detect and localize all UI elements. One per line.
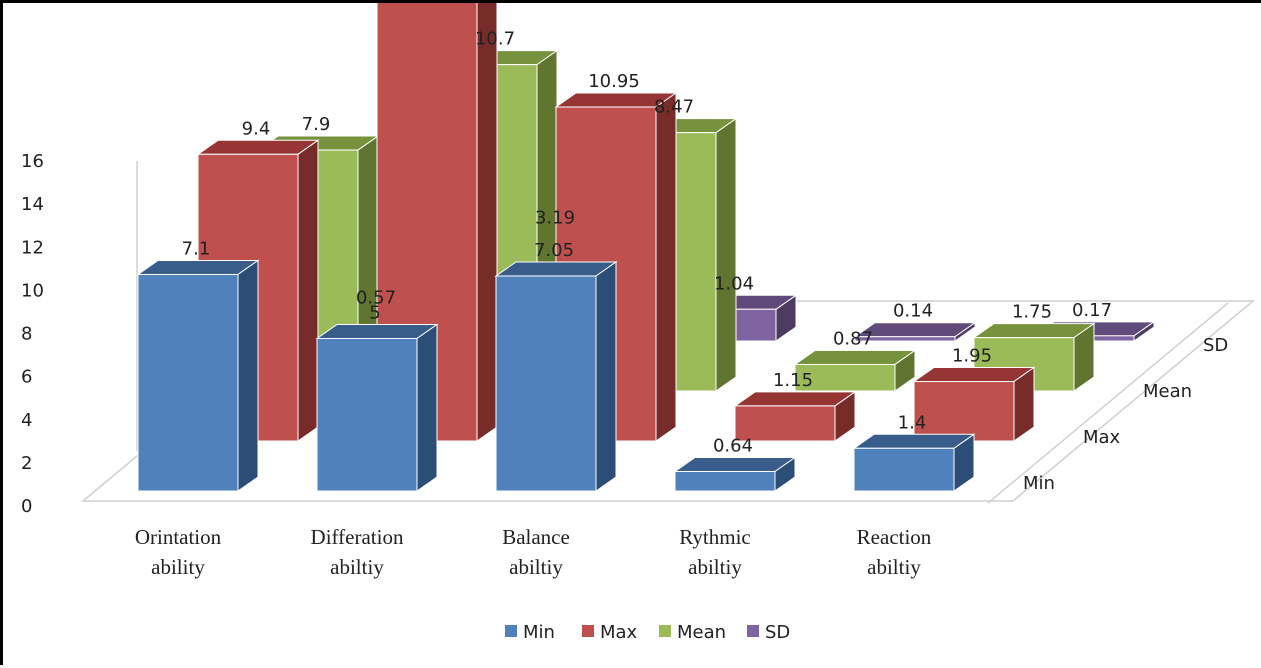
bar-min-2	[315, 323, 439, 492]
data-label-sd: 1.04	[714, 273, 754, 294]
category-label: abiltiy	[867, 555, 921, 579]
category-label: Orintation	[135, 525, 222, 549]
y-tick-label: 14	[21, 194, 44, 215]
data-label-min: 1.4	[898, 412, 927, 433]
category-label: abiltiy	[330, 555, 384, 579]
legend-swatch-mean	[659, 625, 671, 637]
bar-chart-3d: 0 2 4 6 8 10 12 14 16 0.57 3.19 1.04 0.14 0.17 7.9 10.…	[21, 3, 1256, 643]
data-label-max: 1.15	[773, 370, 813, 391]
legend-swatch-max	[582, 625, 594, 637]
depth-label: Min	[1023, 473, 1055, 494]
data-label-sd: 0.14	[893, 301, 933, 322]
y-tick-label: 10	[21, 280, 44, 301]
data-label-max: 10.95	[588, 71, 640, 92]
y-tick-label: 16	[21, 151, 44, 172]
data-label-mean: 0.87	[833, 328, 873, 349]
legend-swatch-min	[505, 625, 517, 637]
y-tick-label: 0	[21, 496, 32, 517]
legend-label-sd: SD	[765, 622, 790, 643]
bar-min-1	[136, 259, 260, 492]
bar-min-3	[494, 261, 618, 492]
y-axis: 0 2 4 6 8 10 12 14 16	[21, 151, 44, 517]
category-label: abiltiy	[688, 555, 742, 579]
data-label-mean: 8.47	[654, 97, 694, 118]
data-label-mean: 10.7	[475, 29, 515, 50]
bar-sd-4	[853, 321, 977, 342]
depth-label: Mean	[1143, 381, 1192, 402]
category-label: ability	[151, 555, 205, 579]
legend-label-min: Min	[523, 622, 555, 643]
depth-label: SD	[1203, 335, 1228, 356]
data-label-sd: 0.17	[1072, 300, 1112, 321]
legend-label-max: Max	[600, 622, 638, 643]
data-label-sd: 0.57	[356, 288, 396, 309]
depth-label: Max	[1083, 427, 1121, 448]
category-label: Reaction	[857, 525, 932, 549]
data-label-max: 9.4	[242, 118, 271, 139]
bar-min-4	[673, 456, 797, 492]
data-label-mean: 1.75	[1012, 302, 1052, 323]
data-label-mean: 7.9	[302, 114, 331, 135]
data-label-min: 7.1	[182, 238, 211, 259]
bar-max-4	[733, 390, 857, 442]
category-label: Balance	[502, 525, 570, 549]
category-axis: Orintation ability Differation abiltiy Balan…	[135, 525, 932, 579]
bar-series	[136, 3, 1156, 492]
y-tick-label: 4	[21, 410, 32, 431]
bar-max-5	[912, 366, 1036, 442]
data-label-min: 7.05	[534, 240, 574, 261]
depth-axis: Min Max Mean SD	[987, 302, 1229, 504]
data-labels: 0.57 3.19 1.04 0.14 0.17 7.9 10.7 8.47 0.87 1.75 9…	[182, 29, 1112, 457]
y-tick-label: 12	[21, 237, 44, 258]
data-label-max: 1.95	[952, 346, 992, 367]
category-label: Rythmic	[679, 525, 751, 549]
category-label: abiltiy	[509, 555, 563, 579]
y-tick-label: 2	[21, 453, 32, 474]
y-tick-label: 8	[21, 324, 32, 345]
bar-mean-4	[793, 349, 917, 392]
data-label-sd: 3.19	[535, 208, 575, 229]
y-tick-label: 6	[21, 367, 32, 388]
data-label-min: 5	[369, 303, 380, 324]
legend-label-mean: Mean	[677, 622, 726, 643]
data-label-min: 0.64	[713, 435, 753, 456]
bar-min-5	[852, 433, 976, 492]
legend-swatch-sd	[747, 625, 759, 637]
category-label: Differation	[311, 525, 404, 549]
depth-axis-line	[987, 302, 1229, 504]
legend: Min Max Mean SD	[505, 622, 790, 643]
